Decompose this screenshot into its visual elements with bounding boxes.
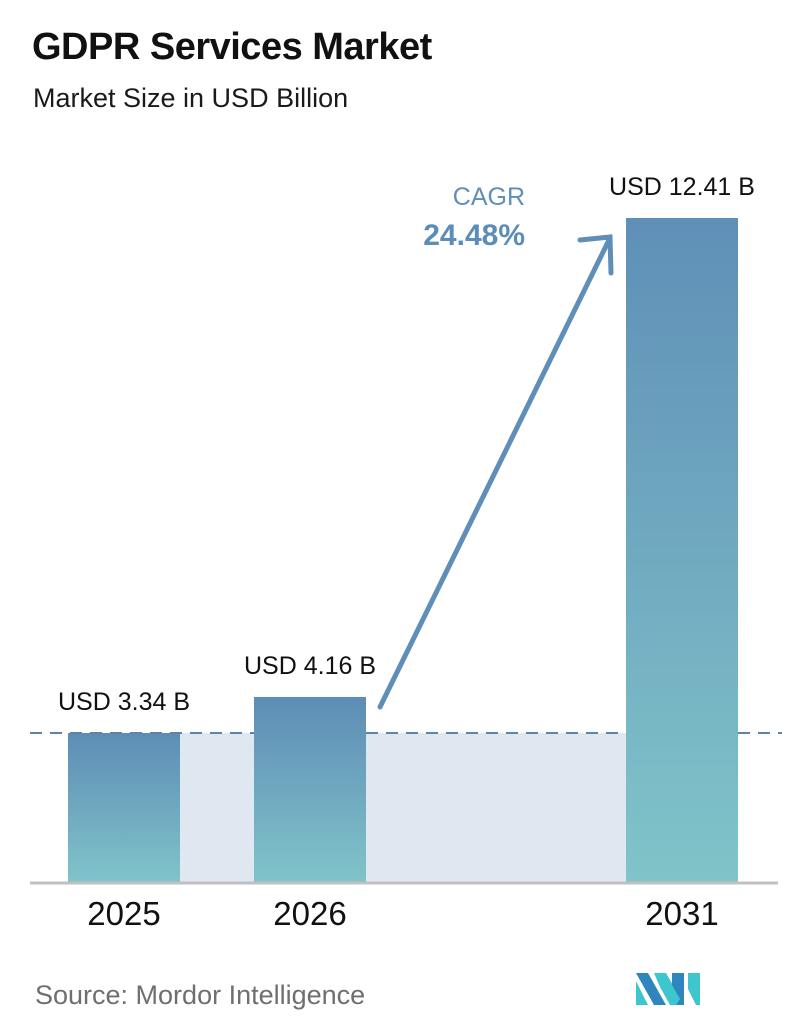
bar-2025 (68, 733, 180, 882)
cagr-label: CAGR (452, 183, 525, 211)
chart-subtitle: Market Size in USD Billion (33, 83, 349, 113)
mordor-intelligence-logo-icon (636, 973, 700, 1005)
x-tick-2025: 2025 (87, 895, 161, 932)
bar-2026 (254, 697, 366, 882)
bar-label-2025: USD 3.34 B (57, 688, 190, 716)
source-text: Source: Mordor Intelligence (35, 980, 366, 1010)
cagr-value: 24.48% (423, 219, 525, 252)
x-tick-2031: 2031 (645, 895, 719, 932)
bar-label-2026: USD 4.16 B (243, 652, 376, 680)
x-tick-2026: 2026 (273, 895, 347, 932)
chart-title: GDPR Services Market (32, 26, 432, 68)
cagr-arrow-icon (377, 234, 614, 710)
bar-2031 (626, 218, 738, 882)
reference-shade (180, 733, 626, 882)
bar-label-2031: USD 12.41 B (609, 173, 755, 201)
